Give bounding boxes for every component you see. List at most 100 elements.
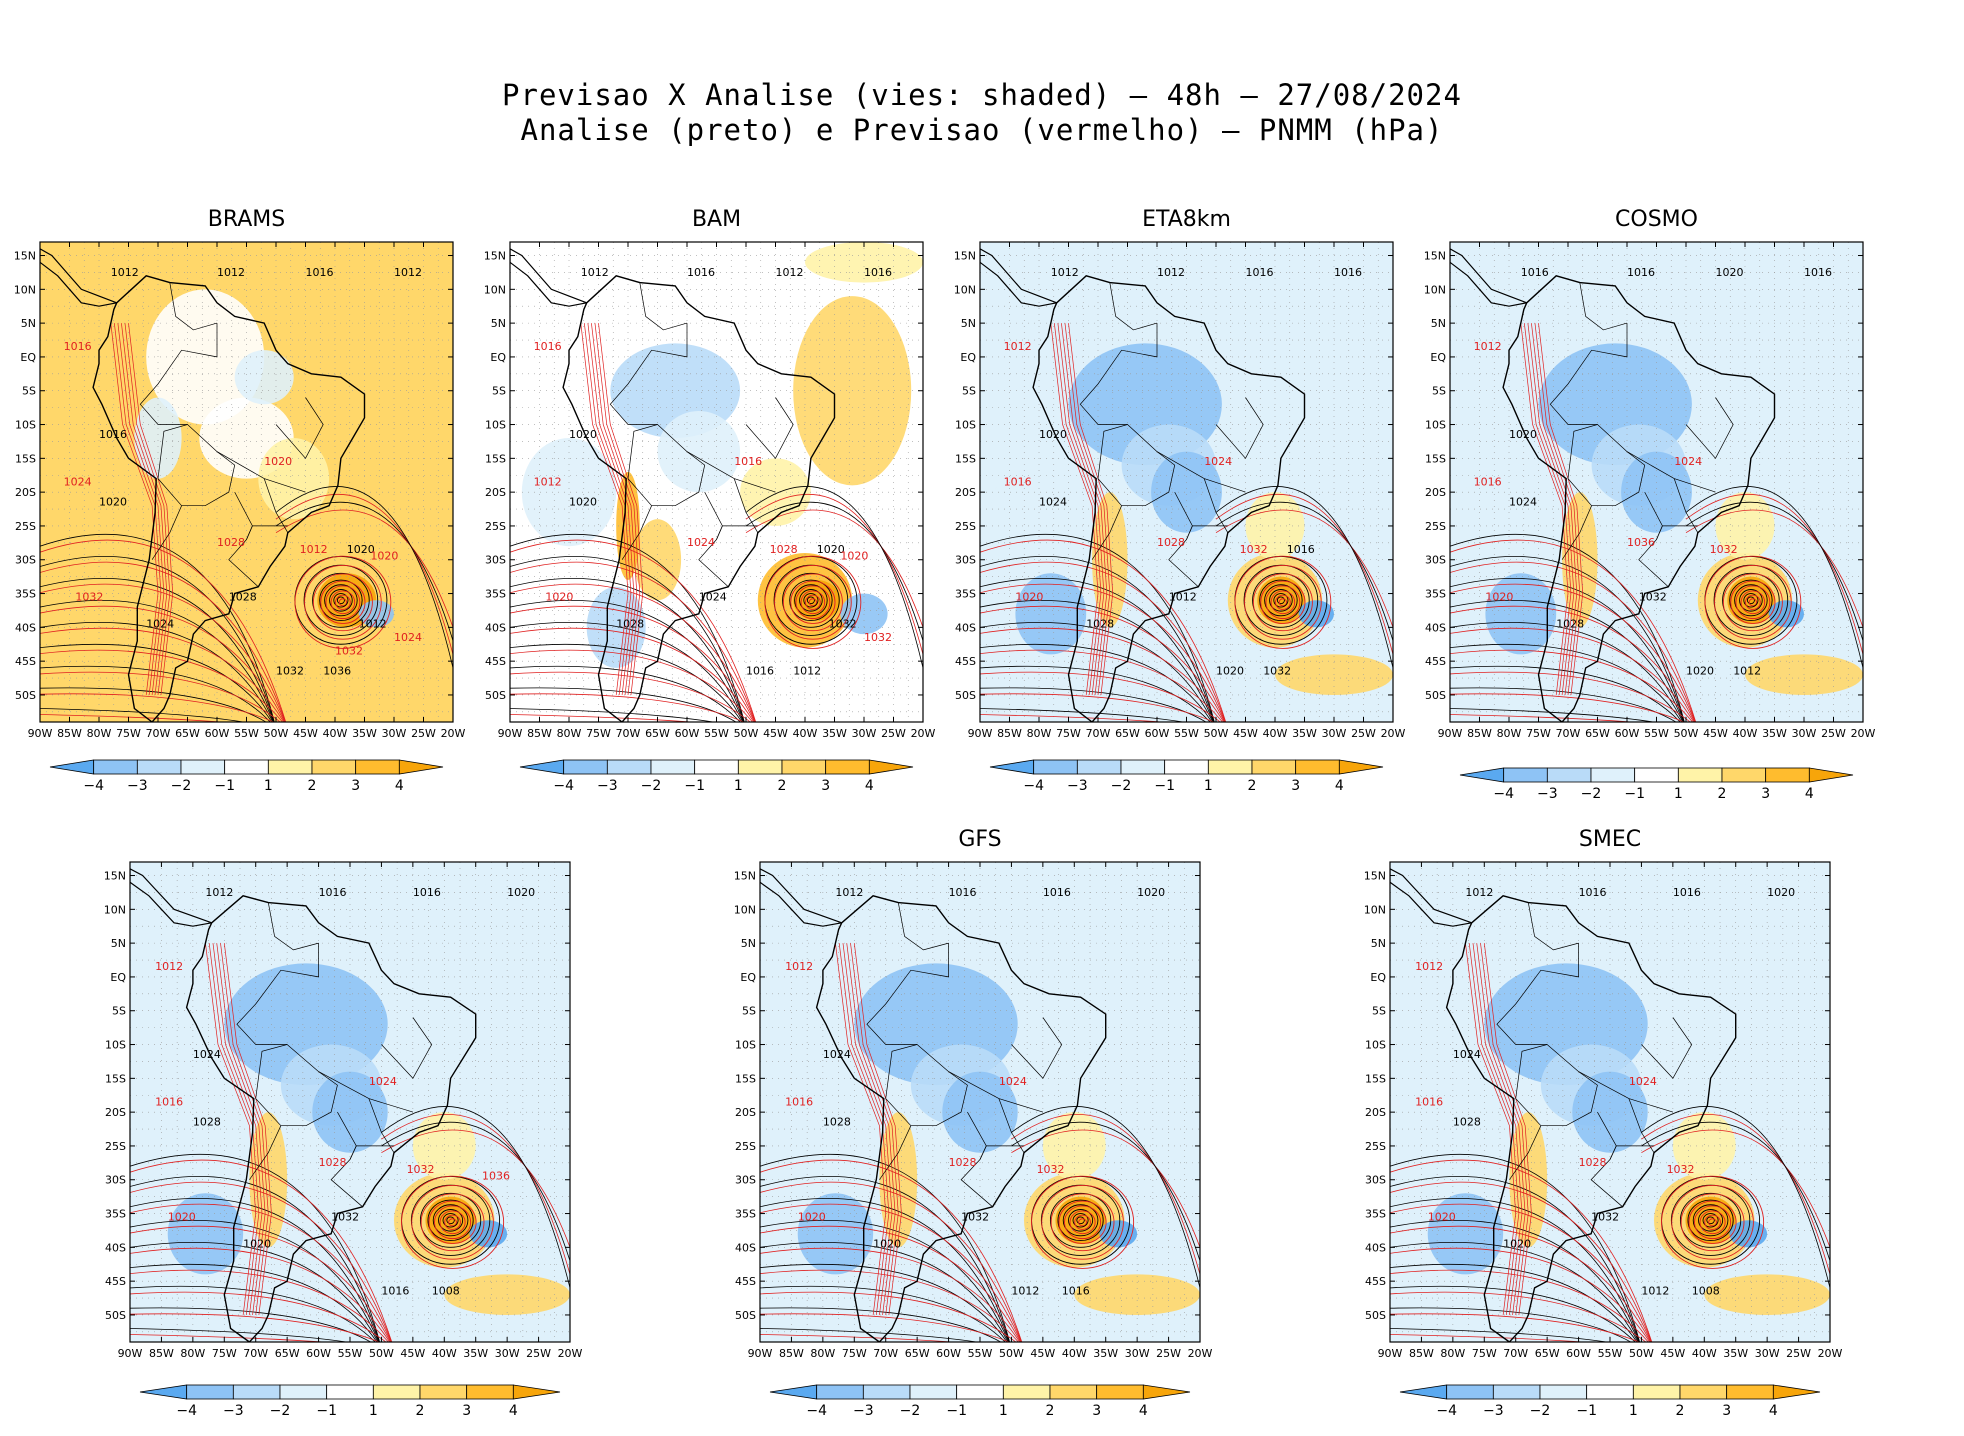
lon-label: 60W <box>675 727 700 740</box>
colorbar-segment <box>136 759 182 775</box>
panel-unnamed: 1012 1016 1016 1020 1024 1028 1020 1032 1016 1008… <box>104 861 583 1419</box>
lon-label: 40W <box>1062 1347 1087 1360</box>
isobar-label-analysis: 1012 <box>1641 1285 1669 1298</box>
isobar-forecast <box>1450 671 1691 722</box>
panel-cosmo: COSMO 1016 1016 1020 1016 1020 1024 1028 1032 102… <box>1424 207 1876 802</box>
colorbar-label: −1 <box>1624 786 1645 802</box>
coastline <box>130 868 212 927</box>
lon-label: 70W <box>1556 727 1581 740</box>
isobar-analysis <box>319 579 363 622</box>
bias-shading <box>358 600 394 628</box>
lat-label: 15N <box>954 250 976 263</box>
lat-label: 50S <box>485 689 506 702</box>
colorbar-segment <box>1634 767 1679 783</box>
andes-contour <box>1050 323 1099 695</box>
bias-shading <box>264 248 406 303</box>
colorbar-arrow-right <box>1142 1384 1191 1400</box>
lat-label: 40S <box>1365 1241 1386 1254</box>
lat-label: 5S <box>962 385 976 398</box>
isobar-forecast <box>1390 1247 1651 1342</box>
lat-label: 45S <box>15 655 36 668</box>
lat-label: EQ <box>110 971 126 984</box>
isobar-arc <box>1215 494 1393 655</box>
colorbar-arrow-left <box>1459 767 1505 783</box>
isobar-forecast <box>130 1313 380 1342</box>
country-border <box>745 397 794 459</box>
isobar-forecast <box>130 1334 329 1342</box>
lat-label: 40S <box>15 621 36 634</box>
isobar-analysis <box>1264 584 1298 617</box>
isobar-analysis <box>446 1216 455 1225</box>
lat-label: 15S <box>735 1072 756 1085</box>
country-border <box>151 505 182 560</box>
lon-label: 50W <box>734 727 759 740</box>
isobar-forecast <box>1688 1200 1737 1245</box>
isobar-label-analysis: 1012 <box>1169 590 1197 603</box>
isobar-analysis <box>1450 665 1681 722</box>
isobar-label-forecast: 1036 <box>482 1170 510 1183</box>
isobar-forecast <box>1278 598 1288 607</box>
colorbar-segment <box>372 1384 421 1400</box>
isobar-forecast <box>1680 1193 1745 1252</box>
lat-label: 10N <box>954 283 976 296</box>
isobar-arc <box>1641 1114 1830 1275</box>
isobar-forecast <box>510 649 753 722</box>
isobar-forecast <box>760 1291 1017 1342</box>
isobar-label-analysis: 1024 <box>1453 1048 1481 1061</box>
isobar-forecast <box>1050 1193 1115 1252</box>
country-border <box>249 1125 282 1180</box>
isobar-analysis <box>1390 1307 1632 1342</box>
isobar-analysis <box>760 1175 1010 1342</box>
colorbar-segment <box>606 759 652 775</box>
bias-shading <box>740 458 811 526</box>
isobar-analysis <box>312 572 370 628</box>
bias-shading <box>1461 471 1521 540</box>
country-border <box>1578 1071 1674 1113</box>
isobar-analysis <box>980 600 1214 722</box>
colorbar-label: 3 <box>462 1403 471 1419</box>
isobar-label-forecast: 1020 <box>798 1210 826 1223</box>
colorbar-segment <box>781 759 827 775</box>
country-border <box>255 1044 338 1127</box>
colorbar-label: 3 <box>1092 1403 1101 1419</box>
colorbar-segment <box>1765 767 1810 783</box>
isobar-analysis <box>1252 572 1310 628</box>
isobar-forecast <box>800 590 826 615</box>
isobar-analysis <box>1692 1204 1729 1237</box>
isobar-forecast <box>760 1247 1021 1342</box>
isobar-label-analysis: 1012 <box>205 886 233 899</box>
colorbar-label: 1 <box>1204 778 1213 794</box>
lat-label: 20S <box>15 486 36 499</box>
isobar-label-forecast: 1032 <box>864 631 892 644</box>
lat-label: 30S <box>1425 554 1446 567</box>
bias-shading <box>991 471 1051 540</box>
colorbar-segment <box>1492 1384 1541 1400</box>
isobar-label-forecast: 1016 <box>155 1095 183 1108</box>
isobar-forecast <box>1390 1203 1652 1342</box>
andes-contour <box>1520 323 1569 695</box>
lon-label: 45W <box>400 1347 425 1360</box>
bias-shading <box>134 397 182 479</box>
bias-shading <box>146 289 265 425</box>
colorbar-segment <box>1721 767 1767 783</box>
isobar-label-analysis: 1028 <box>193 1116 221 1129</box>
isobar-label-analysis: 1016 <box>319 886 347 899</box>
isobar-forecast <box>40 671 281 722</box>
bias-shading <box>234 350 294 405</box>
bias-shading <box>657 411 741 493</box>
isobar-forecast <box>1661 1175 1765 1269</box>
isobar-label-forecast: 1020 <box>1428 1210 1456 1223</box>
isobar-analysis <box>329 589 353 612</box>
colorbar-segment <box>1295 759 1340 775</box>
bias-shading <box>942 1071 1018 1153</box>
isobar-analysis <box>40 665 271 722</box>
colorbar-segment <box>1049 1384 1098 1400</box>
coastline <box>1502 275 1776 722</box>
colorbar-segment <box>1503 767 1548 783</box>
isobar-forecast <box>1450 693 1685 722</box>
lon-label: 40W <box>1733 727 1758 740</box>
isobar-analysis <box>510 600 744 722</box>
lon-label: 25W <box>411 727 436 740</box>
andes-contour <box>580 323 629 695</box>
